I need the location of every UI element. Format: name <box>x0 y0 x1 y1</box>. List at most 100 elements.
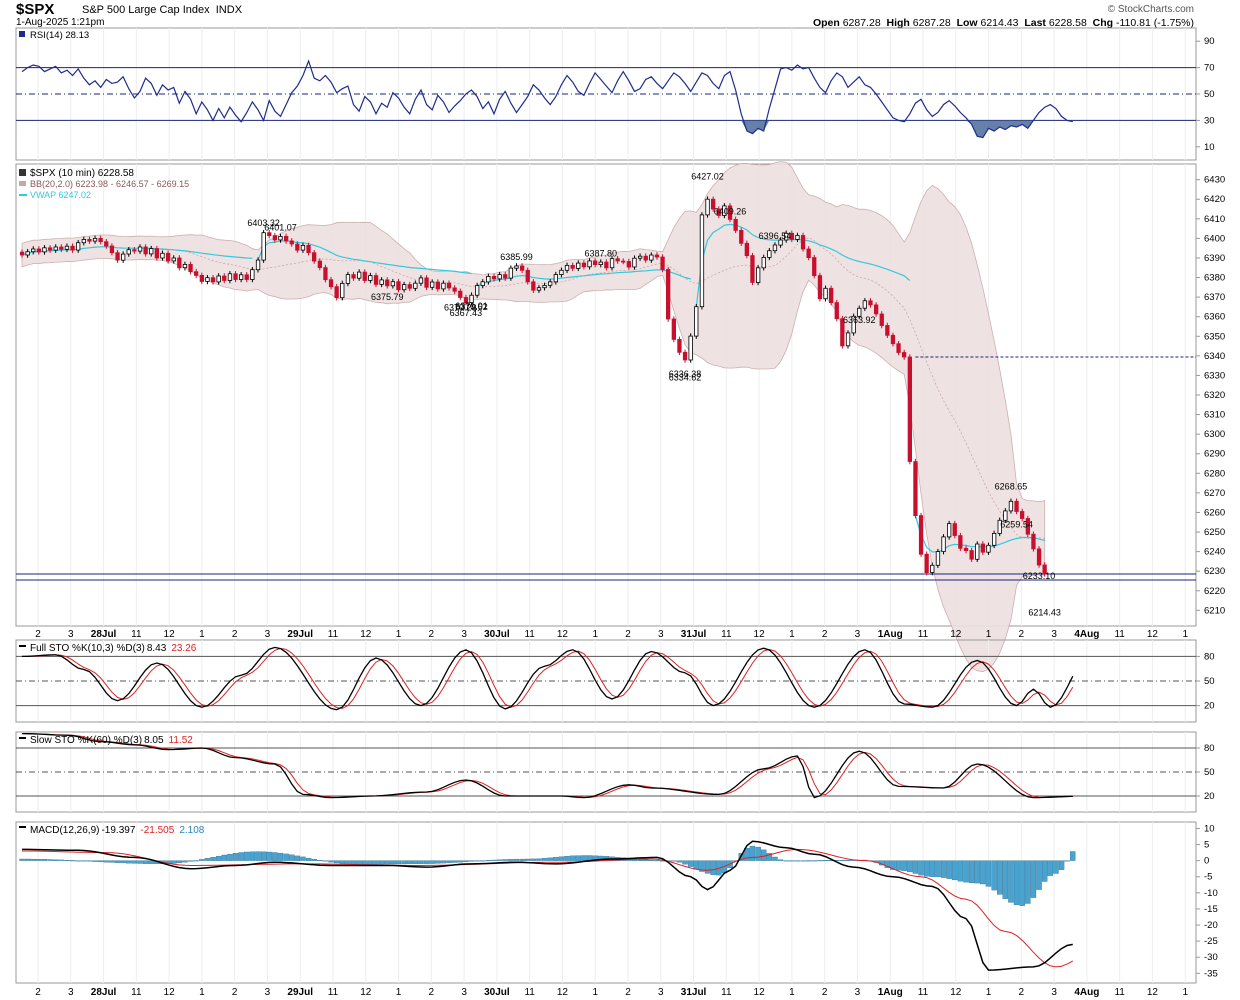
open-value: 6287.28 <box>842 17 881 29</box>
rsi-legend-swatch <box>19 31 25 37</box>
macd-histogram-bar <box>126 860 132 864</box>
macd-histogram-bar <box>558 856 565 861</box>
candle-body <box>930 564 935 573</box>
full-sto-axis-tick-label: 80 <box>1204 651 1215 662</box>
bottom-x-tick-label: 11 <box>524 987 535 998</box>
candle-body <box>137 246 143 252</box>
candle-body <box>267 232 272 236</box>
macd-histogram-bar <box>142 860 149 864</box>
candle-body <box>491 275 497 280</box>
macd-histogram-bar <box>766 853 773 861</box>
macd-histogram-bar <box>244 851 250 861</box>
candle-body <box>520 265 525 271</box>
candle-body <box>104 241 109 247</box>
macd-histogram-bar <box>1030 860 1037 898</box>
macd-histogram-bar <box>1047 860 1054 876</box>
macd-histogram-bar <box>131 860 138 864</box>
candle-body <box>255 259 261 271</box>
candle-body <box>1025 518 1030 535</box>
price-x-tick-label: 2 <box>822 629 828 640</box>
bottom-x-tick-label: 11 <box>328 987 339 998</box>
candle-body <box>890 334 896 345</box>
bb-legend-swatch <box>19 181 26 186</box>
symbol-description: S&P 500 Large Cap Index INDX <box>82 4 242 16</box>
macd-histogram-bar <box>289 854 295 861</box>
macd-axis-tick-label: -30 <box>1204 952 1218 963</box>
price-axis-tick-label: 6250 <box>1204 527 1225 538</box>
rsi-axis-tick-label: 50 <box>1204 89 1215 100</box>
candle-body <box>621 260 626 263</box>
candle-body <box>311 252 317 262</box>
macd-histogram-bar <box>378 860 385 865</box>
candle-body <box>283 235 289 242</box>
price-x-tick-label: 12 <box>950 629 962 640</box>
candle-body <box>986 544 991 553</box>
candle-body <box>154 248 160 259</box>
candle-body <box>1031 533 1036 550</box>
bottom-x-tick-label: 29Jul <box>287 987 313 998</box>
macd-histogram-bar <box>24 858 31 861</box>
macd-histogram-bar <box>350 860 357 865</box>
macd-histogram-bar <box>193 860 199 862</box>
macd-histogram-bar <box>137 860 143 864</box>
candle-body <box>76 242 81 251</box>
candle-body <box>418 277 424 284</box>
macd-histogram-bar <box>485 860 492 862</box>
price-x-tick-label: 30Jul <box>484 629 510 640</box>
candle-body <box>795 235 800 240</box>
candle-body <box>238 274 244 280</box>
macd-histogram-bar <box>92 860 98 862</box>
candle-body <box>722 205 727 216</box>
candle-body <box>222 275 227 281</box>
exchange-text: INDX <box>215 4 243 16</box>
bb-legend: BB(20,2.0) 6223.98 - 6246.57 - 6269.15 <box>30 179 189 189</box>
price-annotation: 6385.99 <box>500 252 533 262</box>
candle-body <box>727 205 733 220</box>
macd-histogram-bar <box>19 858 25 861</box>
macd-histogram-bar <box>687 860 694 867</box>
macd-histogram-bar <box>1053 860 1059 874</box>
bottom-x-tick-label: 12 <box>164 987 176 998</box>
candle-body <box>42 247 47 253</box>
candle-body <box>368 275 373 281</box>
macd-histogram-bar <box>794 860 801 862</box>
candle-body <box>48 247 53 251</box>
open-label: Open <box>812 17 840 29</box>
macd-histogram-bar <box>671 860 677 862</box>
vwap-legend: VWAP 6247.02 <box>30 190 91 200</box>
candle-body <box>379 279 384 285</box>
price-annotation: 6396.54 <box>759 231 792 241</box>
price-x-tick-label: 3 <box>68 629 74 640</box>
candle-body <box>143 246 148 255</box>
bottom-x-tick-label: 3 <box>855 987 861 998</box>
price-axis-tick-label: 6330 <box>1204 370 1225 381</box>
candle-body <box>199 274 205 282</box>
macd-histogram-bar <box>249 851 256 861</box>
candle-body <box>149 248 154 255</box>
price-x-tick-label: 2 <box>35 629 41 640</box>
price-x-tick-label: 1 <box>199 629 205 640</box>
bottom-x-tick-label: 28Jul <box>91 987 117 998</box>
price-annotation: 6233.10 <box>1023 571 1056 581</box>
price-axis-tick-label: 6290 <box>1204 449 1225 460</box>
price-annotation: 6259.54 <box>1000 519 1033 529</box>
candle-body <box>638 255 643 259</box>
candle-body <box>918 515 924 555</box>
candle-body <box>806 248 811 259</box>
macd-axis-tick-label: -15 <box>1204 904 1218 915</box>
candle-body <box>441 282 446 290</box>
macd-histogram-bar <box>451 860 458 863</box>
macd-histogram-bar <box>789 860 795 862</box>
macd-histogram-bar <box>1058 860 1065 870</box>
candle-body <box>992 533 997 546</box>
candle-body <box>98 237 103 243</box>
macd-histogram-bar <box>1013 860 1020 905</box>
macd-histogram-bar <box>255 851 261 861</box>
price-axis-tick-label: 6430 <box>1204 175 1225 186</box>
full-sto-legend-d: 23.26 <box>171 643 196 654</box>
macd-histogram-bar <box>272 852 278 861</box>
price-axis-tick-label: 6370 <box>1204 292 1225 303</box>
candle-body <box>907 356 912 462</box>
bottom-x-tick-label: 2 <box>35 987 41 998</box>
